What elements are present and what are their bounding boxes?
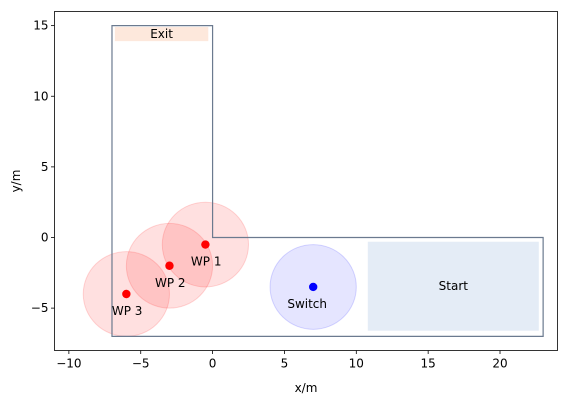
x-tick-label: 5 (281, 357, 289, 371)
x-tick-label: −5 (132, 357, 150, 371)
zone-label-start: Start (439, 279, 469, 293)
zones-layer (114, 27, 539, 331)
plot-frame (54, 11, 558, 351)
x-tick-label: 10 (349, 357, 364, 371)
zone-start (367, 241, 539, 331)
x-axis: −10 −5 0 5 10 15 20 (56, 350, 508, 371)
switch-marker (308, 282, 318, 292)
waypoint-label-2: WP 2 (155, 276, 186, 290)
y-axis: −5 0 5 10 15 (31, 19, 55, 315)
waypoint-marker-3 (122, 289, 131, 299)
x-tick-label: −10 (56, 357, 81, 371)
points-layer (122, 240, 318, 299)
x-axis-title: x/m (295, 381, 318, 395)
waypoint-label-1: WP 1 (191, 255, 222, 269)
y-tick-label: 0 (41, 231, 49, 245)
labels-layer: Exit Start WP 1 WP 2 WP 3 Switch (112, 27, 468, 318)
x-tick-label: 15 (421, 357, 436, 371)
zone-exit (114, 27, 209, 42)
boundary-layer (111, 25, 544, 337)
boundary-outline (111, 25, 544, 337)
waypoint-marker-1 (201, 240, 210, 249)
y-tick-label: 10 (33, 89, 48, 103)
x-tick-label: 20 (492, 357, 507, 371)
switch-label: Switch (287, 297, 327, 311)
y-tick-label: 5 (41, 160, 49, 174)
y-axis-title: y/m (9, 170, 23, 193)
y-tick-label: 15 (33, 19, 48, 33)
waypoint-marker-2 (165, 261, 174, 270)
x-tick-label: 0 (209, 357, 217, 371)
y-tick-label: −5 (31, 301, 49, 315)
waypoint-label-3: WP 3 (112, 304, 143, 318)
zone-label-exit: Exit (150, 27, 173, 41)
